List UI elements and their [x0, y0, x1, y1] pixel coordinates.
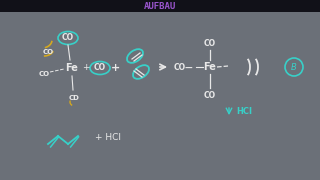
Text: AUFBAU: AUFBAU: [144, 2, 176, 11]
Text: CO: CO: [204, 91, 216, 100]
Text: CO: CO: [62, 33, 74, 42]
Text: Fe: Fe: [66, 63, 78, 73]
Text: CO: CO: [94, 64, 106, 73]
Text: CO: CO: [38, 71, 50, 77]
Text: +: +: [82, 64, 90, 73]
Text: B: B: [291, 63, 297, 72]
Text: CO: CO: [43, 49, 53, 55]
Text: +: +: [111, 63, 121, 73]
Bar: [0, 0, 320, 12]
Text: CO: CO: [204, 39, 216, 48]
Text: + HCl: + HCl: [95, 134, 121, 143]
Text: HCl: HCl: [236, 107, 252, 116]
Text: CD: CD: [68, 95, 79, 101]
Text: Fe: Fe: [204, 62, 216, 72]
Text: CO—: CO—: [173, 64, 193, 73]
